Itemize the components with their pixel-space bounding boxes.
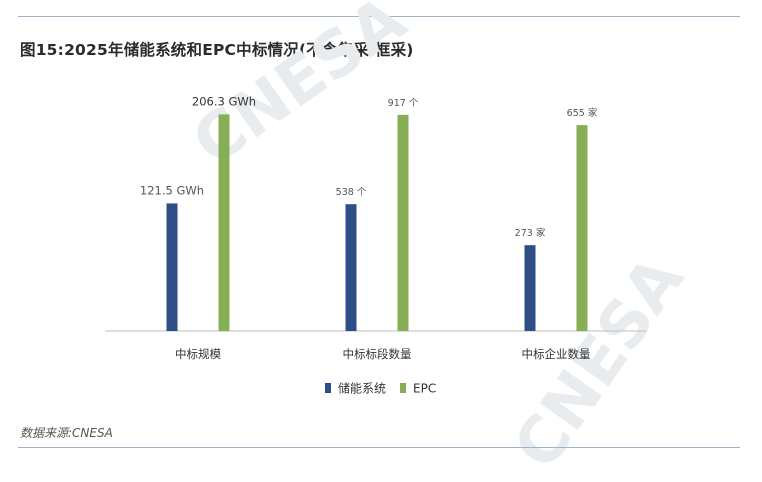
legend-swatch: [400, 383, 406, 393]
data-label: 121.5 GWh: [140, 183, 204, 197]
legend-swatch: [325, 383, 331, 393]
top-divider: [18, 16, 740, 17]
category-label: 中标企业数量: [522, 347, 591, 361]
data-label: 917 个: [388, 98, 419, 109]
data-label: 655 家: [567, 107, 598, 119]
bar: [576, 125, 588, 332]
source-note: 数据来源:CNESA: [20, 426, 113, 440]
category-label: 中标规模: [175, 347, 221, 361]
data-label: 206.3 GWh: [192, 94, 256, 108]
bottom-divider: [18, 447, 740, 448]
bar: [397, 114, 409, 331]
bar: [218, 114, 230, 331]
bar: [524, 245, 536, 331]
legend-label: 储能系统: [338, 381, 386, 396]
bar: [345, 204, 357, 331]
category-label: 中标标段数量: [343, 347, 412, 361]
bar: [166, 203, 178, 331]
legend-label: EPC: [413, 382, 436, 396]
data-label: 538 个: [336, 187, 367, 198]
chart-title: 图15:2025年储能系统和EPC中标情况(不含集采/框采): [20, 41, 414, 59]
data-label: 273 家: [515, 227, 546, 239]
